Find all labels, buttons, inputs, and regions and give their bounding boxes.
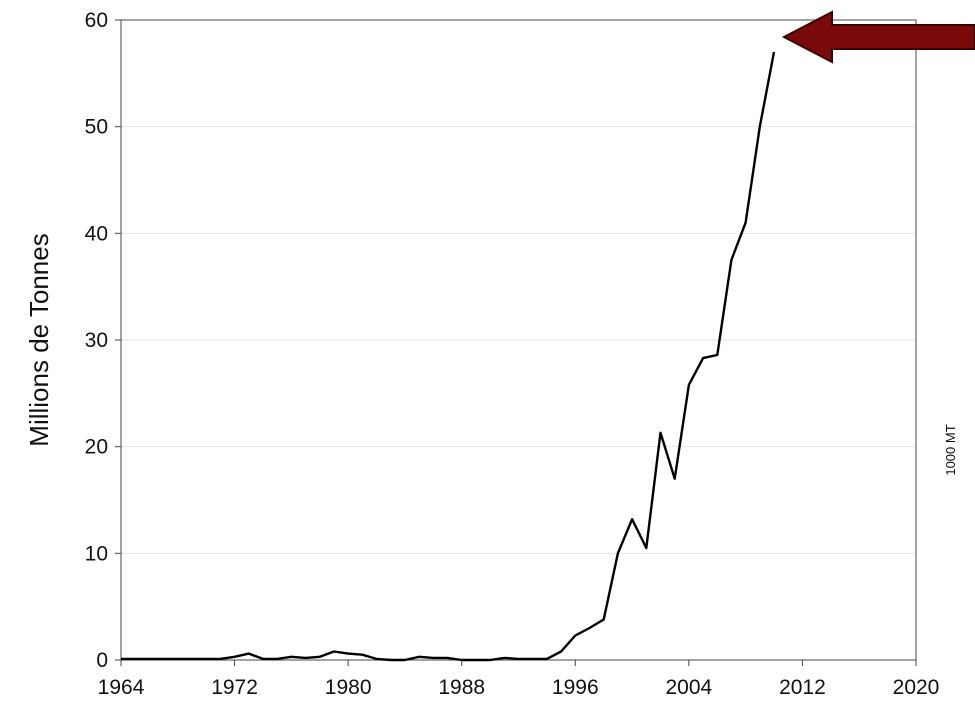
y-axis-title: Millions de Tonnes	[24, 233, 54, 446]
gridlines	[121, 126, 916, 554]
series-line	[121, 51, 776, 662]
y-tick-label: 40	[85, 222, 108, 245]
y-tick-label: 10	[85, 542, 108, 565]
y-tick-label: 60	[85, 9, 108, 32]
y-tick-label: 20	[85, 436, 108, 459]
x-tick-label: 1964	[98, 676, 145, 699]
x-axis: 1964 1972 1980 1988 1996 2004 2012 2020	[98, 660, 940, 699]
x-tick-label: 2020	[893, 676, 940, 699]
x-tick-label: 1980	[325, 676, 372, 699]
y-tick-label: 30	[85, 329, 108, 352]
x-tick-label: 1988	[438, 676, 485, 699]
x-tick-label: 1996	[552, 676, 599, 699]
y-tick-label: 0	[96, 649, 108, 672]
y-axis: 0 10 20 30 40 50 60	[85, 9, 121, 672]
capacity-note: 1000 MT	[943, 424, 958, 475]
x-tick-label: 1972	[211, 676, 258, 699]
x-tick-label: 2004	[665, 676, 712, 699]
y-tick-label: 50	[85, 116, 108, 139]
x-tick-label: 2012	[779, 676, 826, 699]
pointer-arrow-icon	[781, 10, 975, 64]
